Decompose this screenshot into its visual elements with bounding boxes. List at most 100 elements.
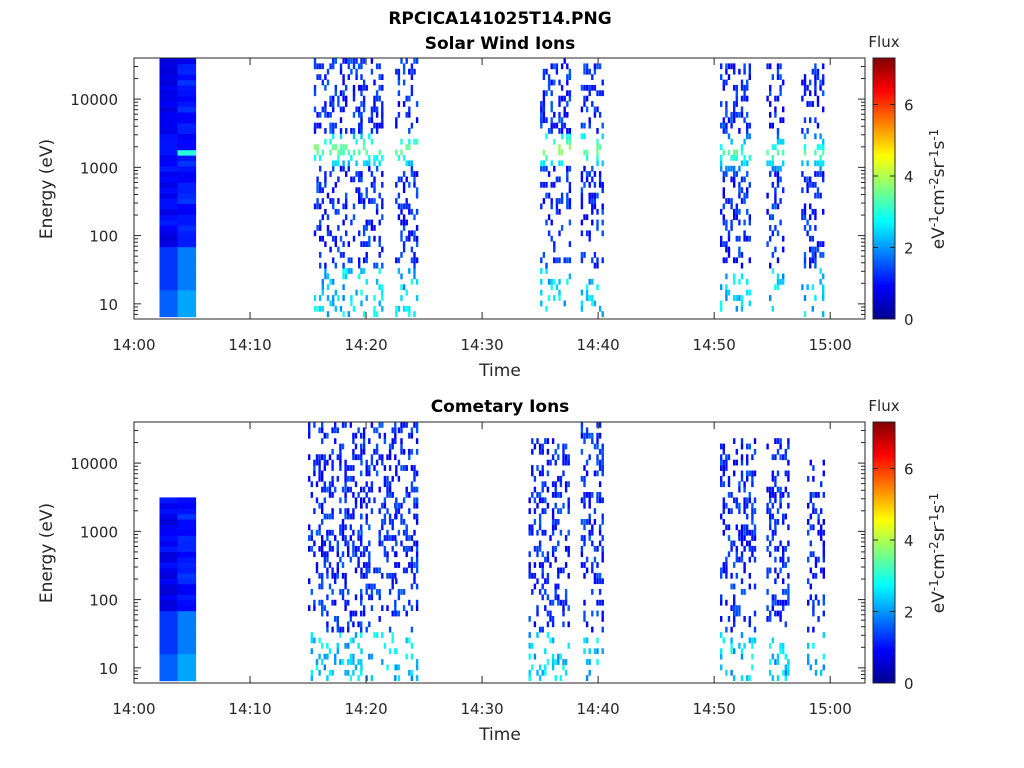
flux-cell (339, 252, 343, 258)
flux-cell (558, 257, 561, 264)
spectrogram-cells (159, 422, 825, 682)
flux-cell (782, 235, 785, 242)
flux-cell (769, 262, 772, 269)
flux-cell (769, 486, 772, 493)
flux-cell (545, 68, 548, 75)
flux-cell (740, 300, 744, 307)
flux-cell (177, 63, 197, 70)
flux-cell (159, 572, 179, 579)
flux-cell (819, 171, 822, 177)
flux-cell (402, 219, 406, 226)
flux-cell (177, 181, 197, 188)
flux-cell (583, 214, 586, 221)
flux-cell (809, 203, 812, 210)
flux-cell (542, 117, 546, 124)
flux-cell (557, 653, 560, 660)
flux-cell (779, 219, 782, 226)
flux-cell (591, 295, 594, 301)
flux-cell (725, 273, 728, 280)
flux-cell (583, 502, 586, 509)
flux-cell (334, 122, 337, 129)
flux-cell (563, 111, 566, 118)
flux-cell (560, 149, 564, 156)
flux-cell (812, 605, 815, 611)
flux-cell (562, 502, 565, 509)
flux-cell (368, 567, 371, 574)
flux-cell (388, 589, 392, 595)
flux-cell (337, 155, 340, 161)
flux-cell (735, 235, 738, 242)
flux-cell (400, 176, 403, 183)
flux-cell (593, 545, 597, 552)
flux-cell (585, 295, 589, 301)
x-tick-label: 14:20 (344, 336, 387, 354)
flux-cell (334, 90, 337, 97)
flux-cell (814, 90, 817, 97)
flux-cell (746, 133, 749, 140)
flux-cell (540, 300, 543, 307)
flux-cell (177, 648, 197, 655)
flux-cell (740, 144, 744, 150)
flux-cell (177, 599, 197, 606)
flux-cell (591, 562, 594, 568)
flux-cell (415, 605, 419, 611)
flux-cell (814, 225, 817, 231)
flux-cell (538, 519, 542, 525)
flux-cell (769, 171, 772, 177)
flux-cell (358, 111, 361, 118)
flux-cell (591, 610, 594, 617)
flux-cell (591, 300, 594, 307)
flux-cell (751, 551, 754, 558)
flux-cell (746, 95, 749, 102)
flux-cell (337, 208, 340, 215)
flux-cell (547, 230, 551, 237)
flux-cell (583, 252, 586, 258)
flux-cell (344, 492, 347, 498)
flux-cell (779, 556, 782, 563)
flux-cell (727, 117, 731, 124)
flux-cell (748, 621, 751, 628)
flux-cell (547, 74, 551, 80)
flux-cell (769, 497, 772, 504)
flux-cell (553, 165, 556, 172)
flux-cell (803, 203, 807, 210)
flux-cell (415, 101, 419, 107)
flux-cell (391, 583, 394, 590)
flux-cell (583, 101, 586, 107)
flux-cell (596, 106, 599, 113)
flux-cell (558, 128, 561, 134)
flux-cell (326, 572, 329, 579)
flux-cell (316, 187, 319, 194)
flux-cell (803, 295, 807, 301)
flux-cell (541, 583, 544, 590)
flux-cell (541, 497, 544, 504)
flux-cell (344, 605, 347, 611)
flux-cell (550, 106, 553, 113)
flux-cell (368, 465, 371, 471)
flux-cell (720, 101, 723, 107)
flux-cell (383, 519, 387, 525)
flux-cell (782, 246, 785, 253)
flux-cell (784, 562, 787, 568)
flux-cell (347, 551, 350, 558)
flux-cell (812, 492, 815, 498)
flux-cell (601, 610, 604, 617)
flux-cell (318, 475, 321, 482)
flux-cell (313, 508, 316, 514)
flux-cell (784, 589, 787, 595)
flux-cell (822, 519, 825, 525)
flux-cell (547, 214, 551, 221)
flux-cell (336, 551, 339, 558)
flux-cell (740, 535, 744, 541)
flux-cell (341, 422, 345, 428)
flux-cell (601, 459, 604, 466)
flux-cell (720, 632, 723, 638)
flux-cell (774, 475, 777, 482)
flux-cell (738, 605, 741, 611)
flux-cell (774, 454, 777, 461)
flux-cell (725, 122, 728, 129)
flux-cell (400, 230, 403, 237)
flux-cell (776, 610, 780, 617)
flux-cell (310, 529, 313, 536)
flux-cell (809, 459, 812, 466)
